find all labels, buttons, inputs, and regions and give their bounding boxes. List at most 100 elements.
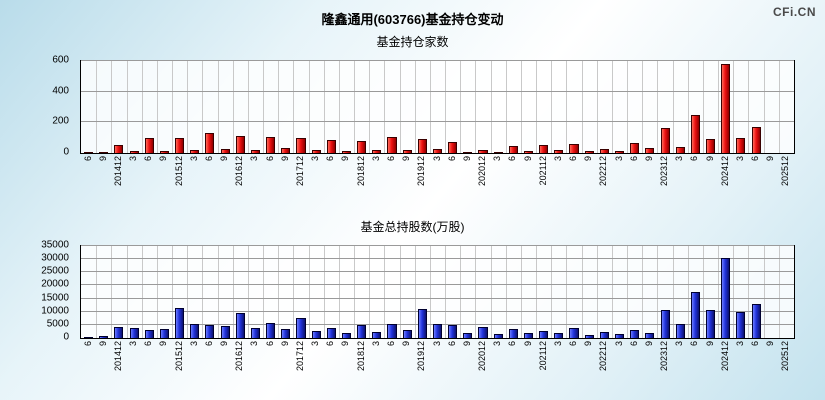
vertical-gridline (172, 246, 174, 338)
bar (296, 138, 306, 153)
x-tick-label: 3 (492, 156, 503, 162)
vertical-gridline (475, 61, 477, 153)
vertical-gridline (718, 61, 720, 153)
horizontal-gridline (81, 245, 794, 246)
bar (554, 332, 564, 338)
vertical-gridline (354, 61, 356, 153)
bar (326, 139, 336, 153)
bar (706, 310, 716, 338)
y-tick-label: 0 (63, 146, 69, 158)
bar (660, 128, 670, 153)
y-tick-label: 400 (52, 85, 69, 97)
bar (281, 148, 291, 153)
x-tick-label: 201412 (112, 341, 123, 372)
bar (296, 317, 306, 338)
x-tick-label: 3 (734, 341, 745, 347)
vertical-gridline (490, 61, 492, 153)
x-tick-label: 6 (203, 156, 214, 162)
x-tick-label: 3 (613, 156, 624, 162)
x-tick-label: 3 (492, 341, 503, 347)
x-tick-label: 202512 (780, 156, 791, 187)
vertical-gridline (232, 61, 234, 153)
x-tick-label: 9 (461, 156, 472, 162)
bar (235, 136, 245, 153)
vertical-gridline (323, 246, 325, 338)
bar (645, 333, 655, 338)
vertical-gridline (748, 246, 750, 338)
vertical-gridline (308, 61, 310, 153)
bar (721, 257, 731, 338)
vertical-gridline (460, 61, 462, 153)
bar (599, 149, 609, 153)
cfi-logo: CFi.CN (773, 5, 816, 19)
vertical-gridline (460, 246, 462, 338)
vertical-gridline (536, 61, 538, 153)
x-tick-label: 6 (628, 341, 639, 347)
horizontal-gridline (81, 284, 794, 286)
x-tick-label: 6 (143, 156, 154, 162)
vertical-gridline (202, 61, 204, 153)
vertical-gridline (338, 61, 340, 153)
vertical-gridline (217, 246, 219, 338)
x-tick-label: 201812 (355, 341, 366, 372)
vertical-gridline (111, 246, 113, 338)
x-tick-label: 3 (249, 341, 260, 347)
vertical-gridline (657, 61, 659, 153)
x-tick-label: 202312 (659, 156, 670, 187)
x-tick-label: 6 (568, 341, 579, 347)
vertical-gridline (536, 246, 538, 338)
vertical-gridline (566, 246, 568, 338)
x-tick-label: 6 (750, 341, 761, 347)
y-tick-label: 25000 (41, 265, 69, 277)
bar (387, 136, 397, 153)
x-tick-label: 201412 (112, 156, 123, 187)
vertical-gridline (475, 246, 477, 338)
bar (84, 151, 94, 153)
x-tick-label: 3 (431, 156, 442, 162)
x-tick-label: 6 (82, 341, 93, 347)
bar (493, 334, 503, 338)
vertical-gridline (414, 61, 416, 153)
x-tick-label: 3 (552, 341, 563, 347)
vertical-gridline (232, 246, 234, 338)
bar (372, 149, 382, 153)
vertical-gridline (96, 61, 98, 153)
vertical-gridline (718, 246, 720, 338)
vertical-gridline (263, 61, 265, 153)
x-tick-label: 201612 (234, 156, 245, 187)
x-tick-label: 3 (128, 156, 139, 162)
x-tick-label: 6 (446, 156, 457, 162)
x-tick-label: 201712 (294, 341, 305, 372)
bar (569, 143, 579, 153)
x-tick-label: 3 (734, 156, 745, 162)
vertical-gridline (278, 246, 280, 338)
bar (630, 330, 640, 338)
x-tick-label: 201912 (416, 156, 427, 187)
vertical-gridline (263, 246, 265, 338)
bar (508, 146, 518, 153)
x-tick-label: 6 (264, 156, 275, 162)
x-tick-label: 202212 (598, 341, 609, 372)
x-tick-label: 3 (370, 341, 381, 347)
x-tick-label: 9 (97, 341, 108, 347)
x-tick-label: 201512 (173, 156, 184, 187)
vertical-gridline (354, 246, 356, 338)
x-tick-label: 9 (340, 156, 351, 162)
x-tick-label: 9 (583, 341, 594, 347)
vertical-gridline (156, 61, 158, 153)
vertical-gridline (778, 61, 780, 153)
bar (341, 332, 352, 338)
x-tick-label: 3 (249, 156, 260, 162)
bar (357, 140, 367, 153)
x-tick-label: 202212 (598, 156, 609, 187)
x-tick-label: 6 (143, 341, 154, 347)
bar (84, 336, 94, 338)
vertical-gridline (111, 61, 113, 153)
bar (220, 326, 230, 338)
fund-count-chart: 基金持仓家数 0 200 400 600 6 9 201412 3 6 9 201512 3 6 9 20… (0, 33, 825, 208)
bar (493, 152, 503, 153)
bar (266, 322, 276, 338)
x-tick-label: 9 (401, 156, 412, 162)
bar (751, 126, 761, 153)
vertical-gridline (581, 61, 583, 153)
